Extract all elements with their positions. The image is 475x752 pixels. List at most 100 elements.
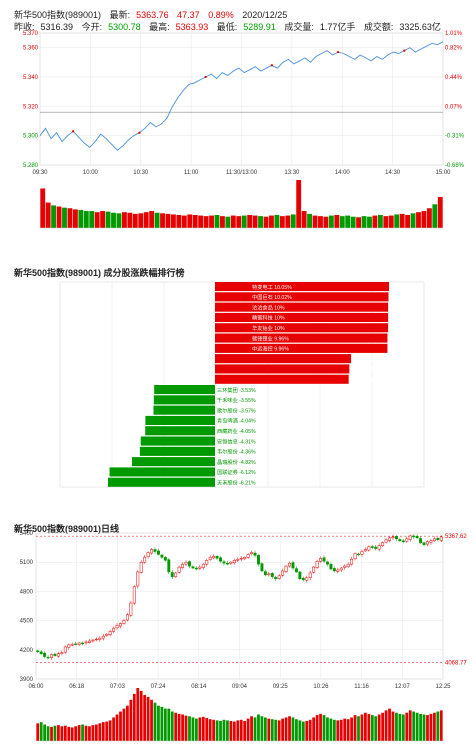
daily-candle-body [46, 656, 50, 659]
daily-volume-bar [422, 714, 426, 741]
daily-volume-bar [326, 717, 329, 741]
intraday-volume-bar [361, 216, 367, 228]
intraday-price-line [39, 41, 444, 151]
ranking-bar-label: 洽洽食品 10% [252, 303, 285, 311]
ranking-bar-label: 三环集团 -3.53% [217, 386, 256, 394]
intraday-volume-bar [209, 215, 214, 228]
ranking-bar-label: 歌尔股份 -3.57% [217, 406, 256, 414]
daily-candle-body [56, 653, 60, 657]
intraday-x-tick-label: 15:00 [435, 170, 451, 176]
daily-y-tick-label: 4800 [20, 589, 34, 595]
daily-candle-body [201, 563, 205, 568]
change-value: 47.37 [177, 10, 200, 20]
daily-candle-body [63, 646, 67, 653]
daily-volume-bar [398, 713, 402, 741]
intraday-volume-bar [258, 216, 263, 228]
ranking-bar-down [139, 446, 215, 456]
daily-candle-body [94, 638, 98, 641]
ranking-bar-up [215, 343, 388, 353]
daily-volume-bar [91, 725, 95, 741]
daily-candle-body [132, 586, 136, 604]
daily-volume-bar [346, 719, 350, 741]
daily-candle-body [60, 652, 64, 654]
daily-candle-body [408, 535, 412, 540]
ranking-bar-up [215, 312, 389, 322]
daily-volume-bar [436, 711, 440, 741]
daily-candle-body [122, 620, 126, 624]
intraday-x-tick-label: 13:30 [284, 170, 300, 176]
daily-candle-body [267, 573, 271, 576]
daily-candle-body [194, 567, 198, 570]
intraday-volume-bar [225, 216, 231, 228]
daily-x-tick-label: 09:25 [273, 684, 289, 690]
daily-candle-body [112, 628, 116, 632]
daily-volume-bar [305, 720, 309, 741]
daily-volume-bar [205, 718, 209, 741]
intraday-volume-bar [116, 213, 122, 228]
daily-volume-bar [367, 713, 371, 741]
intraday-volume-bar [437, 196, 443, 228]
intraday-volume-bar [399, 213, 405, 228]
intraday-volume-bar [432, 204, 438, 228]
ranking-bar-label: 赣锋锂业 9.96% [252, 334, 289, 342]
change-pct-value: 0.89% [208, 10, 234, 20]
daily-volume-bar [129, 699, 133, 741]
daily-candle-body [232, 560, 236, 564]
intraday-volume-bar [296, 180, 302, 228]
daily-y-tick-label: 4500 [20, 619, 34, 625]
daily-volume-bar [84, 725, 88, 741]
daily-candle-body [146, 552, 150, 557]
daily-volume-bar [60, 726, 64, 741]
intraday-volume-bar [334, 215, 340, 228]
daily-volume-bar [315, 715, 319, 741]
daily-volume-bar [439, 710, 443, 741]
daily-y-tick-label: 3900 [20, 677, 34, 683]
intraday-y-tick-label: 5.360 [23, 46, 39, 52]
intraday-volume-bar [51, 205, 57, 228]
intraday-volume-bar [252, 215, 258, 228]
daily-volume-bar [295, 719, 298, 741]
daily-volume-bar [343, 718, 347, 741]
daily-volume-bar [408, 710, 412, 741]
daily-volume-bar [198, 717, 202, 741]
daily-volume-bar [401, 714, 405, 741]
daily-volume-bar [101, 722, 105, 741]
intraday-volume-bar [290, 214, 296, 228]
ranking-bar-up [215, 323, 389, 333]
intraday-volume-bar [198, 215, 204, 228]
turnover-label: 成交额: [363, 22, 394, 32]
daily-volume-bar [298, 720, 302, 741]
daily-candle-body [384, 539, 388, 543]
daily-candle-body [250, 552, 254, 555]
daily-volume-bar [226, 720, 229, 741]
daily-candle-body [401, 540, 405, 543]
daily-volume-bar [232, 721, 236, 741]
ranking-bar-down [108, 477, 215, 487]
daily-candle-body [329, 563, 333, 570]
daily-candle-body [263, 571, 267, 576]
daily-candle-body [105, 633, 109, 636]
daily-candle-body [77, 642, 81, 645]
daily-volume-bar [112, 717, 115, 741]
daily-candle-body [236, 559, 240, 561]
intraday-volume-bar [187, 214, 193, 228]
intraday-y-tick-label: 5.300 [23, 134, 39, 140]
daily-candle-body [405, 538, 409, 542]
daily-candle-body [74, 643, 78, 645]
daily-candle-body [198, 566, 202, 569]
daily-candle-body [50, 654, 53, 658]
ranking-bar-down [154, 385, 215, 395]
daily-candle-body [336, 569, 340, 572]
daily-candle-body [339, 567, 343, 571]
daily-candle-body [319, 558, 323, 562]
ranking-bar-down [131, 457, 215, 467]
daily-x-tick-label: 09:04 [232, 684, 248, 690]
intraday-volume-bar [132, 213, 138, 228]
intraday-y-tick-label: 5.370 [23, 31, 39, 37]
ranking-bar-down [153, 395, 215, 405]
daily-candle-body [43, 652, 47, 657]
daily-volume-bar [236, 720, 240, 741]
daily-volume-bar [405, 712, 409, 741]
daily-candle-body [260, 563, 264, 572]
